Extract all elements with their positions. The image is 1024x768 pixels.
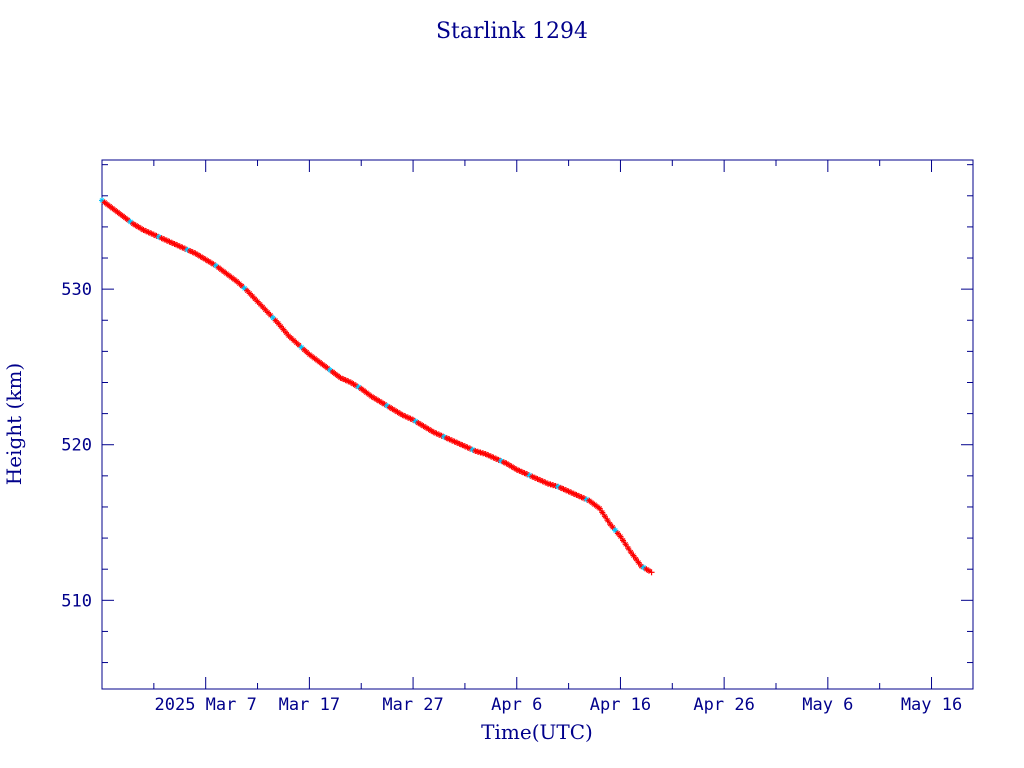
data-point (267, 312, 274, 319)
series-line (101, 200, 652, 573)
data-point (617, 533, 624, 540)
data-point (280, 326, 287, 333)
y-tick-label: 520 (61, 436, 92, 456)
x-tick-label: May 16 (901, 695, 962, 715)
data-point (620, 537, 627, 544)
x-tick-label: Mar 27 (382, 695, 443, 715)
data-point (604, 517, 611, 524)
x-axis-label: Time(UTC) (481, 720, 593, 744)
data-point (625, 545, 632, 552)
x-tick-label: 2025 Mar 7 (155, 695, 257, 715)
data-markers (99, 197, 655, 576)
data-point (601, 513, 608, 520)
data-point (635, 559, 642, 566)
plot-frame (101, 159, 974, 690)
data-point (622, 541, 629, 548)
data-point (531, 474, 538, 481)
data-point (448, 437, 455, 444)
y-tick-label: 530 (61, 280, 92, 300)
x-tick-label: Apr 16 (590, 695, 651, 715)
x-tick-label: May 6 (802, 695, 853, 715)
data-point (575, 493, 582, 500)
data-point (477, 449, 484, 456)
data-point (627, 549, 634, 556)
data-point (633, 556, 640, 563)
x-tick-label: Apr 26 (693, 695, 754, 715)
axis-ticks (101, 160, 973, 689)
x-tick-labels: 2025 Mar 7 Mar 17 Mar 27 Apr 6 Apr 16 Apr 26 M… (155, 695, 963, 715)
data-point (612, 527, 619, 534)
data-point (472, 447, 479, 454)
y-tick-label: 510 (61, 591, 92, 611)
data-point (648, 569, 655, 576)
x-tick-label: Apr 6 (491, 695, 542, 715)
y-axis-label: Height (km) (2, 363, 26, 485)
data-point (596, 505, 603, 512)
y-tick-labels: 510 520 530 (61, 280, 92, 611)
data-point (630, 552, 637, 559)
chart-title: Starlink 1294 (436, 19, 588, 44)
x-tick-label: Mar 17 (279, 695, 340, 715)
data-point (563, 487, 570, 494)
data-point (599, 509, 606, 516)
